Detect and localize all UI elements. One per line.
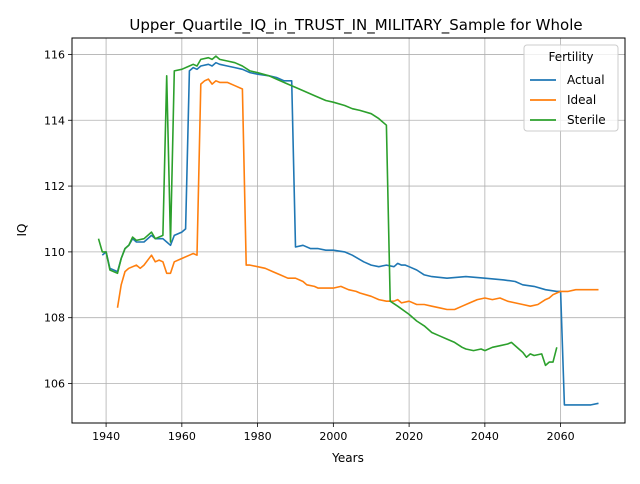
y-axis-label: IQ [15,224,29,237]
x-tick-label: 2040 [471,430,499,443]
legend: Fertility Actual Ideal Sterile [523,44,619,132]
legend-label-sterile: Sterile [567,113,606,127]
x-axis-label: Years [331,451,364,465]
axis-ticks: 1940 1960 1980 2000 2020 2040 2060 106 108 110 112… [44,48,575,443]
x-tick-label: 2020 [395,430,423,443]
y-tick-label: 114 [44,114,65,127]
legend-label-actual: Actual [567,73,605,87]
y-tick-label: 116 [44,48,65,61]
y-tick-label: 106 [44,378,65,391]
series-line-actual [101,61,599,406]
legend-title: Fertility [548,50,593,64]
series-lines [97,55,599,406]
y-tick-label: 108 [44,312,65,325]
chart-title: Upper_Quartile_IQ_in_TRUST_IN_MILITARY_S… [129,16,582,35]
x-tick-label: 2060 [547,430,575,443]
y-tick-label: 110 [44,246,65,259]
legend-label-ideal: Ideal [567,93,596,107]
x-tick-label: 2000 [319,430,347,443]
plot-frame [71,37,626,424]
series-line-sterile [97,55,558,367]
x-tick-label: 1940 [92,430,120,443]
y-tick-label: 112 [44,180,65,193]
legend-box [523,44,619,132]
legend-items: Actual Ideal Sterile [530,73,606,127]
grid [72,38,625,423]
x-tick-label: 1980 [244,430,272,443]
x-tick-label: 1960 [168,430,196,443]
series-line-ideal [116,78,599,311]
